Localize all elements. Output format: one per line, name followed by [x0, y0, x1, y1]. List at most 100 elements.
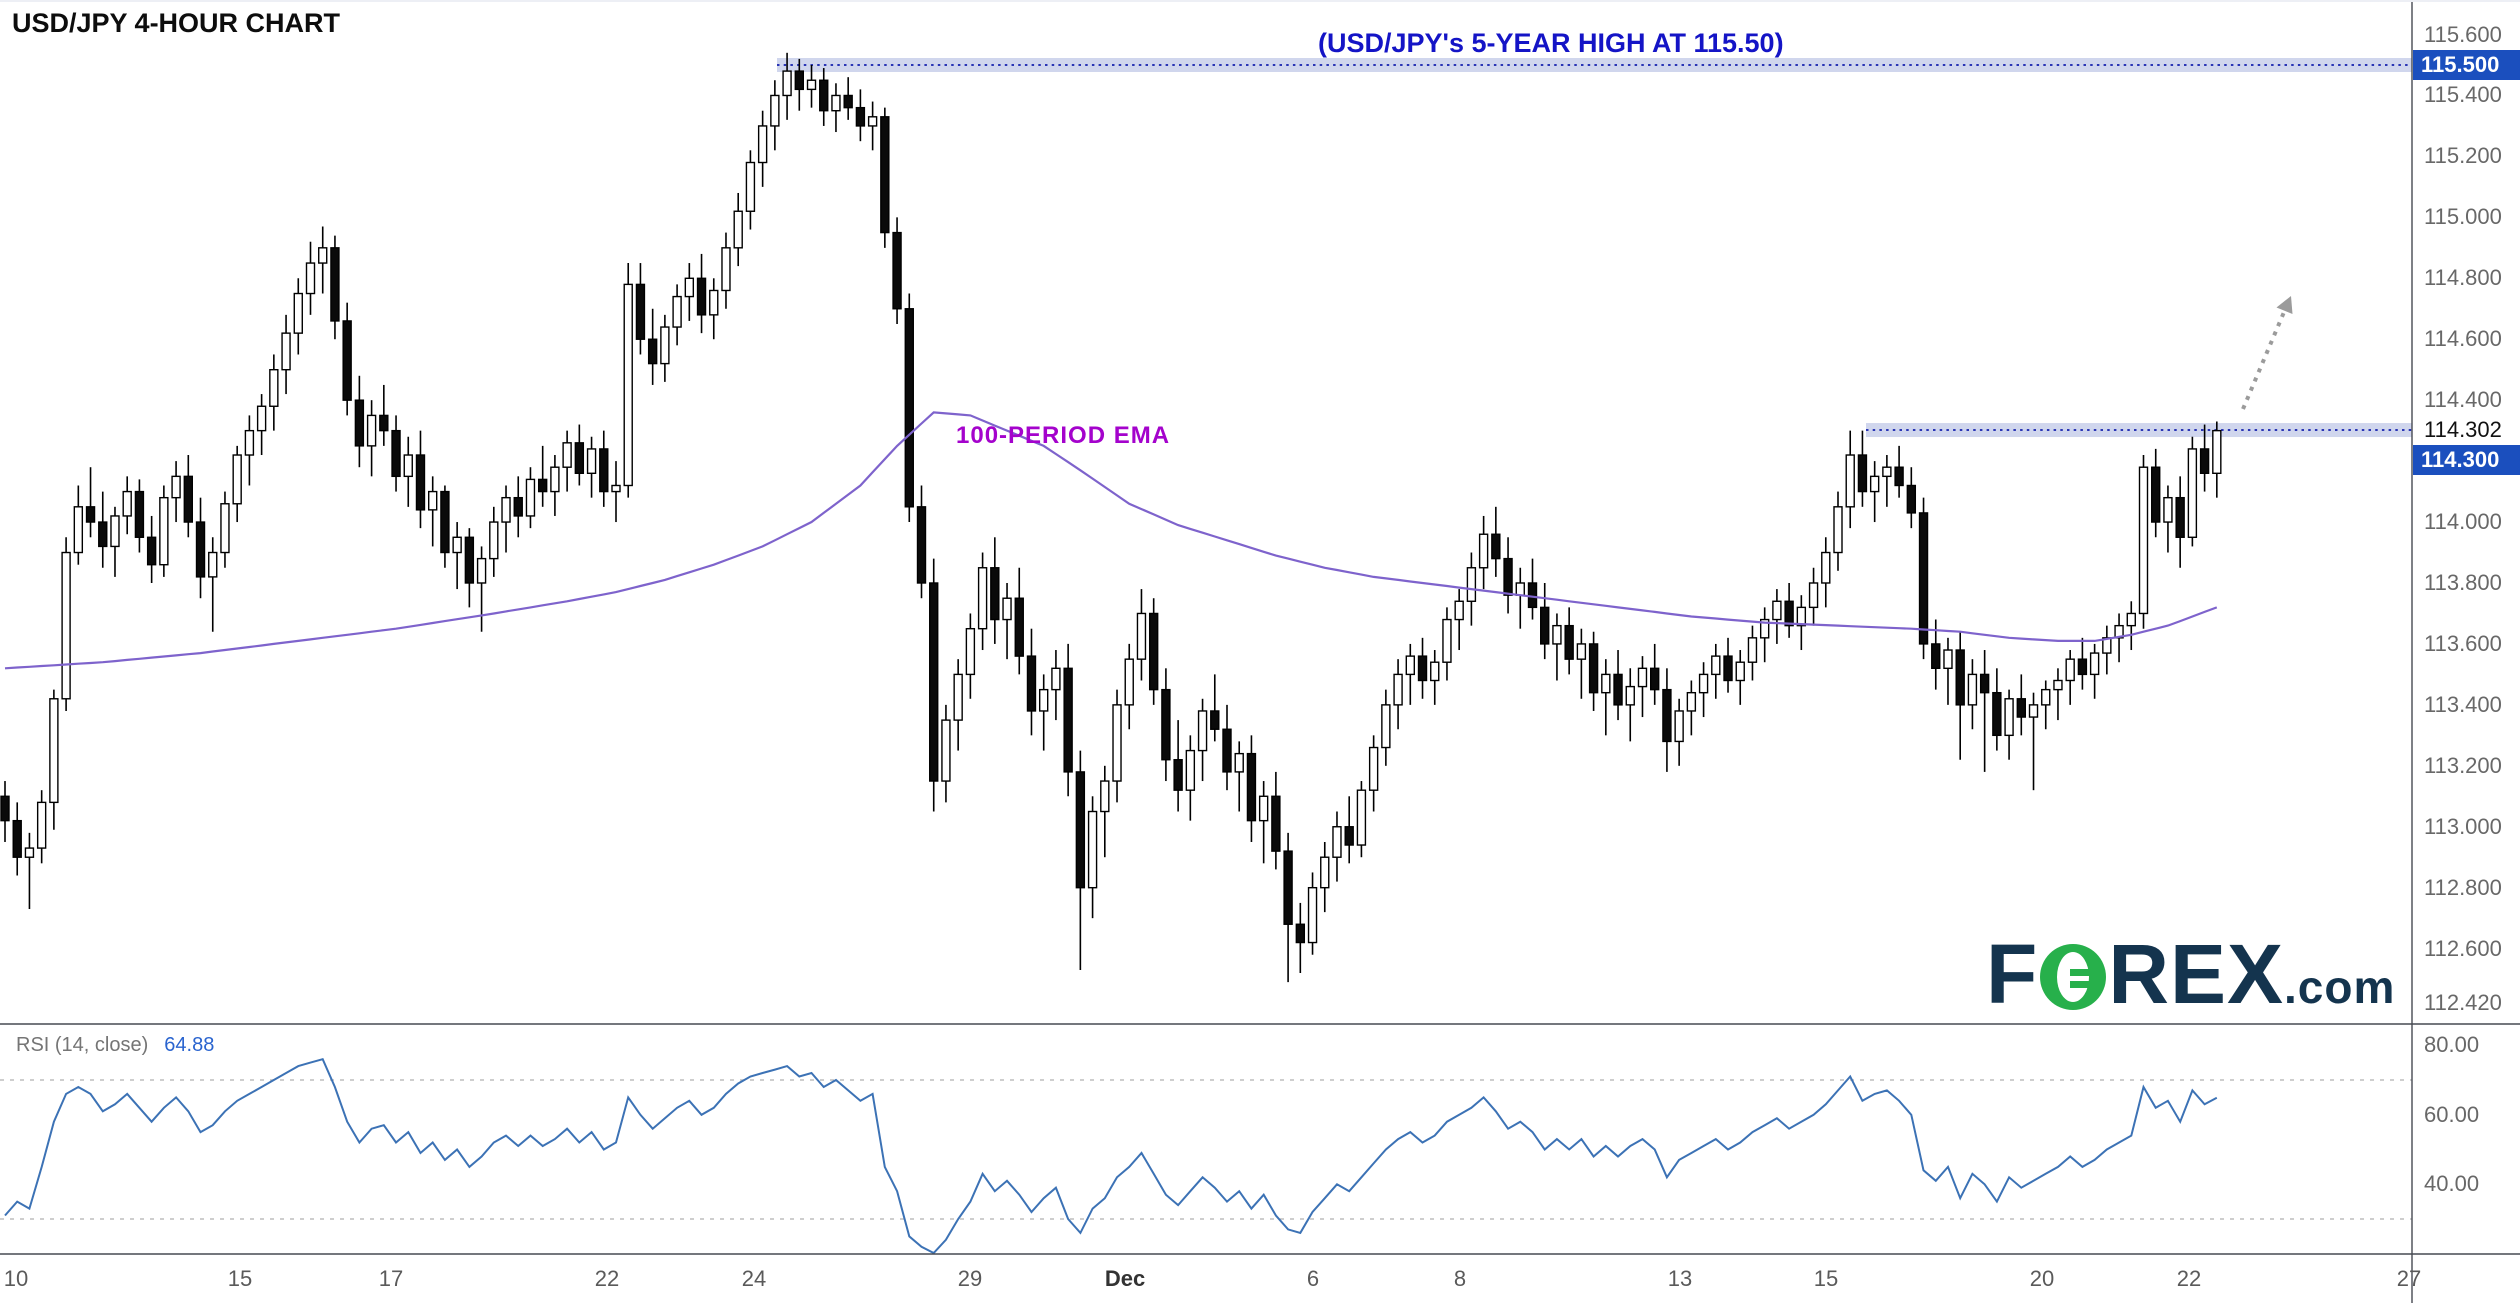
bull-candle	[2004, 698, 2014, 737]
price-tick-label: 114.800	[2424, 265, 2502, 291]
bull-candle	[623, 283, 633, 487]
time-tick-label: 17	[378, 1266, 404, 1291]
bull-candle	[745, 161, 756, 212]
bear-candle	[892, 231, 902, 310]
bear-candle	[990, 567, 1000, 621]
bear-candle	[537, 478, 548, 493]
bull-candle	[1307, 886, 1318, 944]
price-tick-label: 112.600	[2424, 935, 2502, 961]
price-tick-label: 113.600	[2424, 630, 2502, 656]
bear-candle	[880, 116, 890, 234]
bear-candle	[464, 536, 475, 584]
bull-candle	[1967, 673, 1978, 706]
bull-candle	[428, 490, 438, 511]
bear-candle	[1344, 826, 1354, 846]
bear-candle	[904, 308, 914, 508]
ema-label: 100-PERIOD EMA	[956, 422, 1171, 449]
bull-candle	[1711, 655, 1721, 676]
rsi-tick-label: 60.00	[2424, 1101, 2480, 1127]
bull-candle	[2053, 679, 2063, 691]
resistance-band	[1866, 423, 2412, 438]
bear-candle	[794, 70, 804, 91]
logo-globe-o-icon	[2040, 944, 2107, 1010]
bull-candle	[1332, 826, 1342, 858]
bear-candle	[513, 496, 523, 517]
bull-candle	[1405, 655, 1416, 676]
bull-candle	[208, 551, 218, 578]
bull-candle	[660, 326, 670, 365]
bull-candle	[110, 515, 120, 548]
bear-candle	[1723, 655, 1733, 682]
bear-candle	[1613, 673, 1623, 706]
bull-candle	[1515, 582, 1525, 596]
bull-candle	[1552, 624, 1562, 645]
bear-candle	[916, 506, 927, 584]
bear-candle	[1906, 484, 1917, 514]
bear-candle	[1955, 649, 1965, 706]
bull-candle	[1882, 466, 1892, 478]
bear-candle	[1784, 600, 1794, 627]
bear-candle	[696, 277, 707, 316]
bear-candle	[1210, 710, 1220, 730]
bear-candle	[1649, 667, 1660, 691]
bear-candle	[0, 795, 10, 822]
bull-candle	[733, 210, 743, 249]
projection-arrow-shaft	[2241, 304, 2289, 410]
bear-candle	[635, 283, 646, 340]
bull-candle	[611, 484, 621, 493]
bear-candle	[2016, 698, 2027, 718]
bull-candle	[770, 94, 780, 127]
bear-candle	[819, 79, 829, 112]
bull-candle	[2126, 612, 2136, 627]
rsi-tick-label: 40.00	[2424, 1171, 2480, 1197]
bull-candle	[1478, 533, 1489, 569]
time-tick-label: Dec	[1104, 1266, 1146, 1291]
bull-candle	[1772, 600, 1782, 621]
page-title: USD/JPY 4-HOUR CHART	[12, 8, 341, 38]
bull-candle	[1735, 661, 1745, 682]
time-tick-label: 24	[741, 1266, 767, 1291]
bull-candle	[782, 70, 792, 97]
bull-candle	[1136, 612, 1147, 660]
bull-candle	[1381, 704, 1391, 749]
rsi-title: RSI (14, close)	[16, 1034, 149, 1056]
bear-candle	[1271, 795, 1281, 852]
bull-candle	[1637, 667, 1648, 688]
bear-candle	[1564, 624, 1574, 660]
bear-candle	[1527, 582, 1538, 609]
bull-candle	[709, 289, 719, 316]
bull-candle	[1051, 667, 1061, 691]
bull-candle	[1466, 567, 1477, 602]
bull-candle	[2187, 448, 2198, 538]
bull-candle	[2212, 429, 2222, 474]
bull-candle	[476, 557, 487, 584]
bull-candle	[1601, 673, 1611, 694]
bull-candle	[1002, 597, 1012, 621]
ema-line	[4, 411, 2218, 670]
bull-candle	[1686, 691, 1697, 712]
bull-candle	[941, 719, 951, 782]
bull-candle	[1625, 685, 1635, 706]
bull-candle	[965, 627, 976, 676]
bear-candle	[1026, 655, 1037, 712]
bear-candle	[1014, 597, 1024, 657]
price-tick-label: 113.800	[2424, 569, 2502, 595]
bull-candle	[1576, 643, 1587, 660]
bear-candle	[1148, 612, 1159, 691]
projection-arrow-head	[2276, 296, 2293, 314]
time-tick-label: 10	[3, 1266, 29, 1291]
bull-candle	[1185, 749, 1196, 791]
bear-candle	[843, 94, 853, 109]
bull-candle	[1320, 856, 1330, 889]
bear-candle	[379, 414, 389, 432]
bull-candle	[1234, 752, 1244, 773]
bull-candle	[73, 506, 84, 554]
bull-candle	[831, 94, 841, 112]
five-year-high-annotation: (USD/JPY's 5-YEAR HIGH AT 115.50)	[1318, 28, 1784, 58]
price-tick-label: 114.400	[2424, 387, 2502, 413]
bull-candle	[244, 429, 255, 456]
logo-o-inner	[2057, 952, 2090, 1002]
bull-candle	[1356, 789, 1367, 846]
bull-candle	[501, 496, 511, 523]
